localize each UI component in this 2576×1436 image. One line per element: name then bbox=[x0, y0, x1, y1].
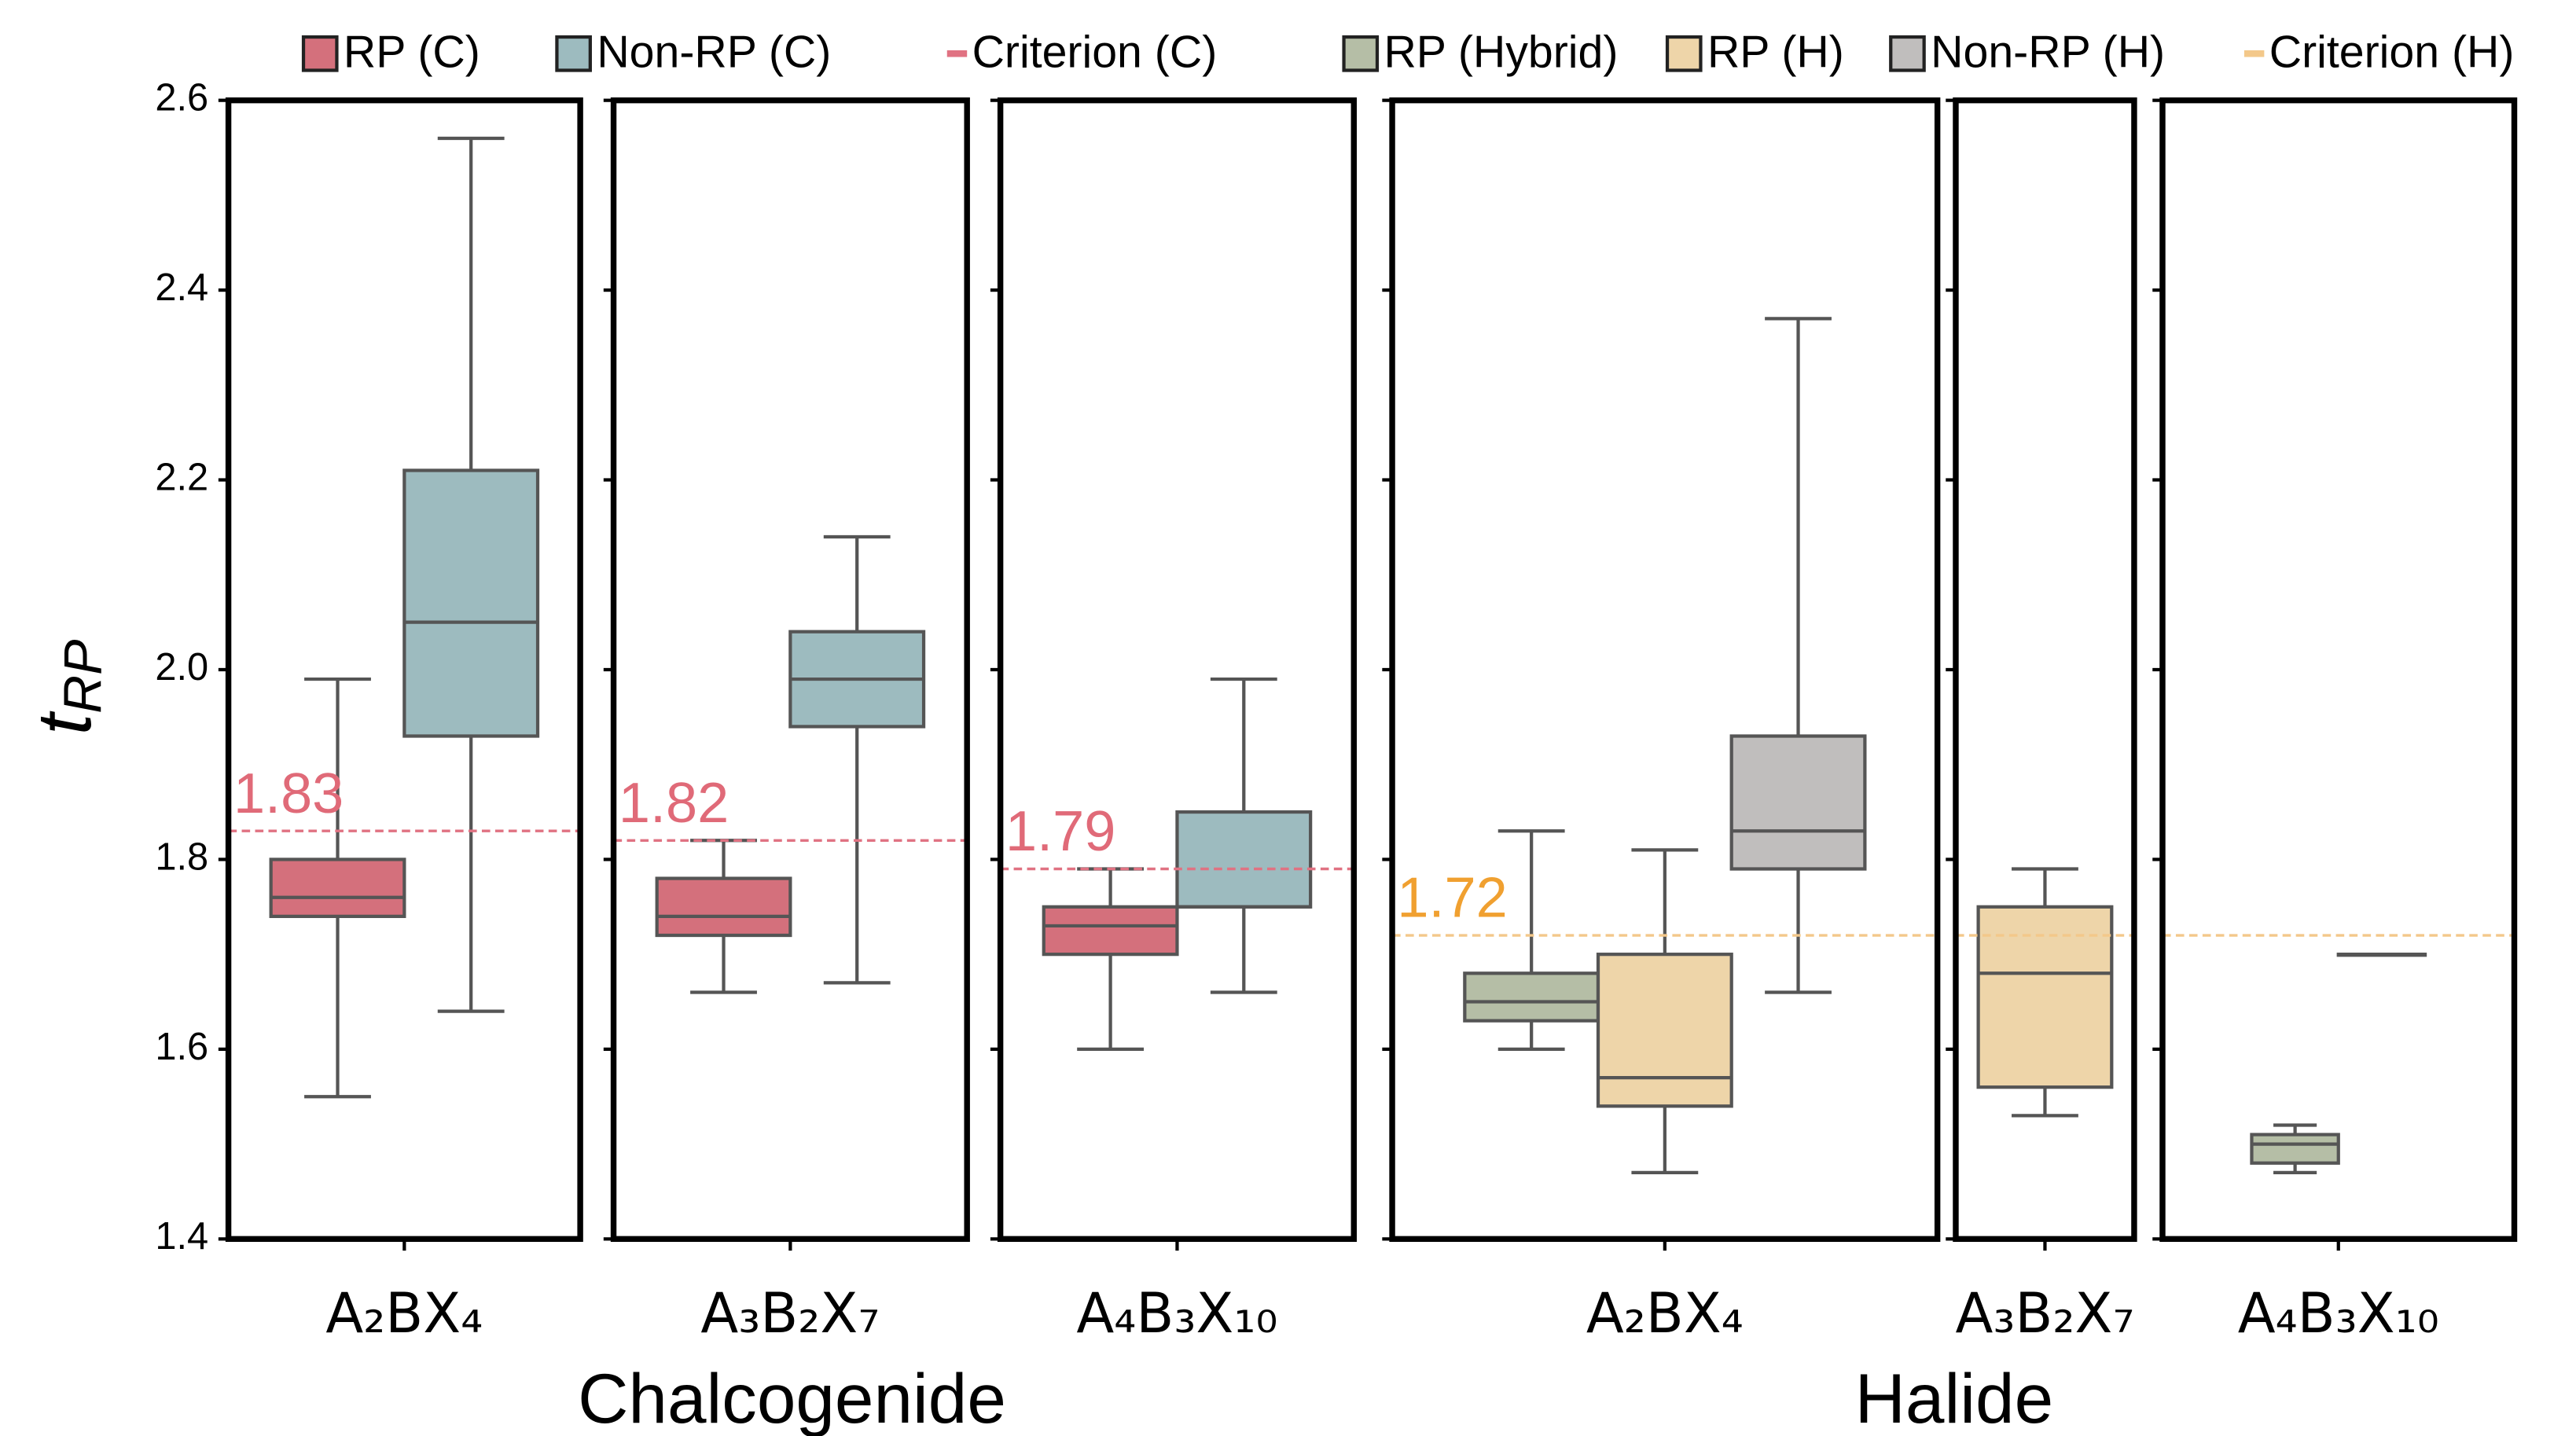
legend-label: RP (Hybrid) bbox=[1384, 28, 1618, 78]
legend-swatch bbox=[555, 35, 592, 72]
y-tick-label: 1.8 bbox=[155, 836, 208, 878]
x-tick-label: A₃B₂X₇ bbox=[1955, 1281, 2134, 1346]
x-tick-label: A₂BX₄ bbox=[325, 1281, 483, 1346]
criterion-label: 1.79 bbox=[1005, 800, 1115, 863]
y-tick-label: 1.4 bbox=[155, 1215, 208, 1258]
box bbox=[1596, 953, 1733, 1108]
x-tick-label: A₃B₂X₇ bbox=[700, 1281, 880, 1346]
y-label-main: t bbox=[21, 711, 107, 735]
y-tick-label: 2.6 bbox=[155, 77, 208, 119]
box bbox=[1729, 734, 1867, 871]
box bbox=[1175, 810, 1313, 909]
group-label: Halide bbox=[1855, 1359, 2054, 1436]
legend-swatch bbox=[1665, 35, 1703, 72]
box bbox=[1463, 971, 1600, 1023]
y-axis-label: tRP bbox=[21, 640, 112, 735]
box bbox=[269, 858, 406, 918]
y-tick-label: 2.2 bbox=[155, 456, 208, 498]
y-label-sub: RP bbox=[53, 640, 112, 714]
box bbox=[1976, 905, 2114, 1089]
legend-label: Non-RP (H) bbox=[1931, 28, 2165, 78]
x-tick-label: A₄B₃X₁₀ bbox=[2238, 1281, 2439, 1346]
legend-label: Non-RP (C) bbox=[597, 28, 831, 78]
group-label: Chalcogenide bbox=[578, 1359, 1006, 1436]
criterion-label: 1.83 bbox=[233, 762, 344, 825]
box bbox=[1042, 905, 1179, 957]
criterion-label: 1.72 bbox=[1397, 867, 1507, 930]
x-tick-label: A₂BX₄ bbox=[1586, 1281, 1744, 1346]
box bbox=[402, 468, 540, 738]
legend-label: RP (H) bbox=[1707, 28, 1844, 78]
box bbox=[655, 876, 792, 938]
x-tick-label: A₄B₃X₁₀ bbox=[1076, 1281, 1277, 1346]
legend-swatch bbox=[301, 35, 339, 72]
panel-frame bbox=[2159, 97, 2518, 1243]
box bbox=[2250, 1133, 2340, 1165]
legend-label: Criterion (C) bbox=[972, 28, 1218, 78]
legend-swatch bbox=[1889, 35, 1926, 72]
y-tick-label: 1.6 bbox=[155, 1026, 208, 1068]
y-tick-label: 2.0 bbox=[155, 646, 208, 689]
legend-swatch bbox=[1342, 35, 1380, 72]
legend-label: Criterion (H) bbox=[2269, 28, 2515, 78]
panel-frame bbox=[997, 97, 1357, 1243]
criterion-label: 1.82 bbox=[619, 772, 729, 835]
legend-label: RP (C) bbox=[344, 28, 480, 78]
y-tick-label: 2.4 bbox=[155, 266, 208, 309]
